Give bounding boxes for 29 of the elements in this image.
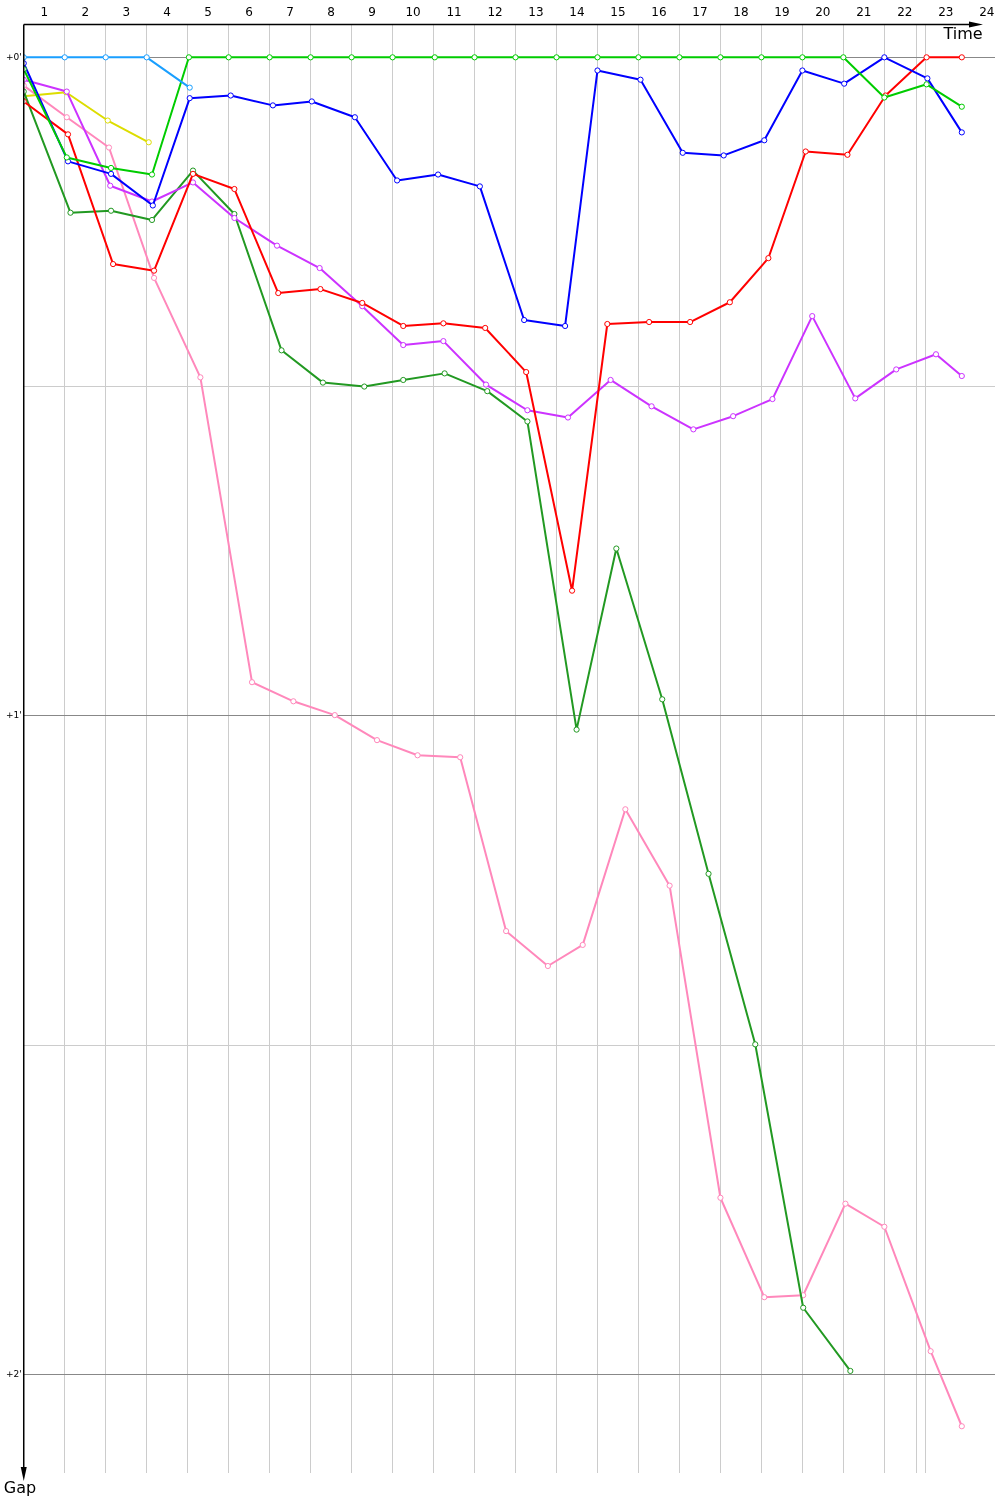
y-tick-label: +1': [5, 710, 22, 721]
x-tick-label: 16: [651, 5, 667, 20]
x-tick-label: 14: [569, 5, 585, 20]
x-tick-label: 11: [446, 5, 462, 20]
y-tick-label: +0': [5, 51, 22, 62]
x-tick-label: 7: [286, 5, 294, 20]
x-tick-label: 6: [245, 5, 253, 20]
y-axis-title: Gap: [3, 1478, 37, 1498]
x-tick-label: 23: [938, 5, 954, 20]
x-tick-label: 10: [405, 5, 421, 20]
x-tick-label: 9: [368, 5, 376, 20]
y-tick-label: +2': [5, 1368, 22, 1379]
x-tick-label: 8: [327, 5, 335, 20]
x-tick-label: 2: [81, 5, 90, 20]
x-tick-label: 21: [856, 5, 872, 20]
x-tick-label: 1: [40, 5, 49, 20]
x-tick-label: 15: [610, 5, 626, 20]
x-tick-label: 19: [774, 5, 790, 20]
x-tick-label: 20: [815, 5, 831, 20]
x-tick-label: 13: [528, 5, 544, 20]
x-tick-label: 22: [897, 5, 913, 20]
x-tick-label: 24: [979, 5, 995, 20]
x-tick-label: 17: [692, 5, 708, 20]
x-tick-label: 12: [487, 5, 503, 20]
x-tick-label: 5: [204, 5, 212, 20]
x-tick-label: 3: [122, 5, 131, 20]
x-tick-label: 18: [733, 5, 749, 20]
x-axis-title: Time: [942, 23, 983, 43]
x-tick-label: 4: [163, 5, 171, 20]
